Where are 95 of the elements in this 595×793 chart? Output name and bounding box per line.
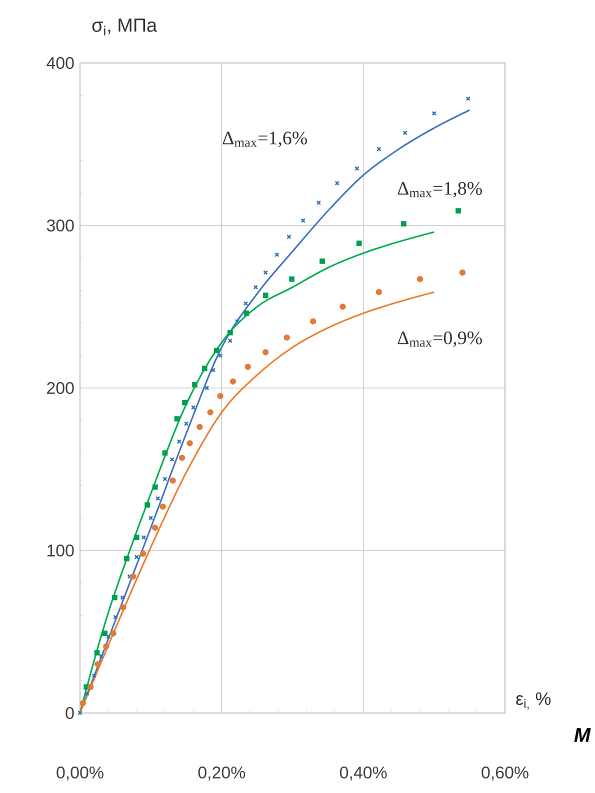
- x-axis-title: ε$_{i,}$ %: [516, 692, 551, 710]
- point: [174, 416, 180, 422]
- point: [120, 595, 125, 600]
- point: [112, 594, 118, 600]
- point: [207, 409, 214, 416]
- point: [284, 334, 290, 341]
- y-tick-label: 100: [48, 544, 74, 556]
- point: [134, 534, 140, 540]
- point: [88, 684, 94, 690]
- point: [152, 524, 158, 531]
- y-tick-label: 200: [47, 382, 74, 394]
- x-tick-label: 0,60%: [482, 766, 528, 781]
- point: [286, 234, 292, 240]
- point: [227, 330, 233, 336]
- point: [176, 439, 182, 444]
- point: [376, 146, 382, 152]
- point: [289, 276, 294, 282]
- point: [186, 440, 193, 446]
- point: [94, 650, 100, 656]
- x-tick-label: 0,00%: [56, 766, 104, 781]
- point: [228, 338, 233, 344]
- point: [214, 348, 220, 354]
- y-axis-title: σ$_{i}$, МПа: [92, 18, 158, 36]
- point: [402, 130, 408, 136]
- x-tick-label: 0,20%: [198, 766, 246, 781]
- point: [432, 110, 437, 116]
- point: [162, 476, 168, 482]
- point: [204, 386, 210, 390]
- point: [456, 208, 461, 214]
- point: [316, 200, 322, 206]
- point: [354, 166, 360, 172]
- point: [416, 276, 424, 282]
- point: [190, 405, 196, 410]
- point: [160, 504, 166, 510]
- annotation: Δ$_{max}$=1,6%: [222, 132, 308, 148]
- point: [466, 96, 471, 102]
- point: [170, 478, 176, 484]
- point: [376, 289, 382, 296]
- annotation: Δ$_{max}$=0,9%: [398, 332, 482, 347]
- point: [340, 304, 346, 310]
- point: [134, 554, 140, 560]
- point: [84, 691, 90, 696]
- point: [103, 643, 110, 650]
- point: [300, 218, 306, 224]
- point: [162, 450, 168, 456]
- point: [106, 634, 111, 640]
- point: [98, 654, 104, 659]
- point: [156, 496, 160, 501]
- point: [80, 700, 86, 706]
- point: [144, 502, 150, 508]
- point: [202, 366, 208, 372]
- point: [230, 378, 236, 385]
- point: [184, 421, 189, 426]
- point: [217, 393, 224, 400]
- point: [210, 368, 216, 373]
- point: [92, 673, 97, 678]
- x-tick-label: 0,40%: [340, 766, 387, 781]
- point: [182, 400, 188, 406]
- y-tick-label: 0: [66, 706, 74, 719]
- text: M: [574, 728, 591, 742]
- y-tick-label: 400: [46, 56, 74, 69]
- point: [78, 710, 82, 716]
- point: [253, 284, 258, 290]
- point: [234, 318, 240, 324]
- point: [152, 484, 158, 490]
- point: [141, 535, 146, 540]
- point: [263, 270, 268, 276]
- point: [218, 353, 223, 358]
- point: [310, 318, 316, 324]
- point: [120, 604, 126, 610]
- point: [192, 382, 198, 388]
- point: [274, 252, 280, 258]
- point: [356, 240, 362, 246]
- point: [262, 349, 269, 356]
- point: [102, 630, 108, 636]
- point: [320, 258, 325, 264]
- point: [170, 457, 174, 462]
- point: [401, 221, 406, 227]
- point: [124, 556, 130, 562]
- point: [94, 661, 101, 668]
- point: [130, 573, 136, 580]
- point: [113, 614, 118, 620]
- annotation: Δ$_{max}$=1,8%: [398, 182, 482, 198]
- point: [262, 292, 268, 298]
- point: [244, 310, 250, 316]
- point: [459, 270, 466, 276]
- point: [148, 516, 154, 520]
- point: [140, 550, 146, 557]
- y-tick-label: 300: [46, 219, 74, 232]
- point: [243, 301, 248, 306]
- point: [178, 454, 186, 461]
- point: [334, 180, 340, 186]
- point: [110, 630, 116, 636]
- point: [244, 364, 251, 370]
- point: [196, 424, 203, 430]
